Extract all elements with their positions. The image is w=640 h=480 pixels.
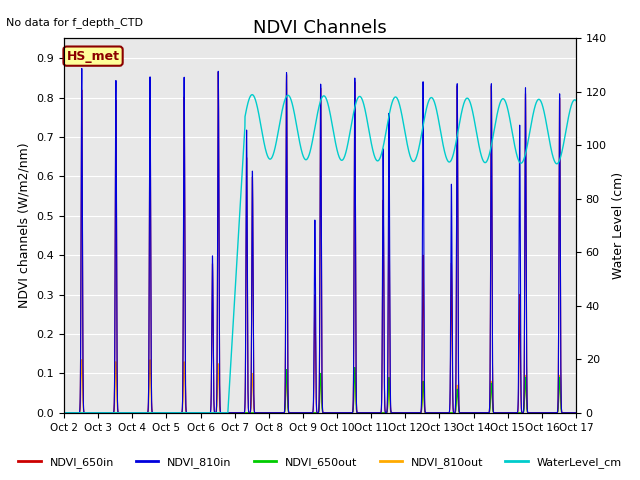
- Y-axis label: Water Level (cm): Water Level (cm): [612, 172, 625, 279]
- Text: No data for f_depth_CTD: No data for f_depth_CTD: [6, 17, 143, 28]
- Y-axis label: NDVI channels (W/m2/nm): NDVI channels (W/m2/nm): [18, 143, 31, 309]
- Text: HS_met: HS_met: [67, 49, 120, 62]
- Title: NDVI Channels: NDVI Channels: [253, 19, 387, 37]
- Legend: NDVI_650in, NDVI_810in, NDVI_650out, NDVI_810out, WaterLevel_cm: NDVI_650in, NDVI_810in, NDVI_650out, NDV…: [14, 452, 626, 472]
